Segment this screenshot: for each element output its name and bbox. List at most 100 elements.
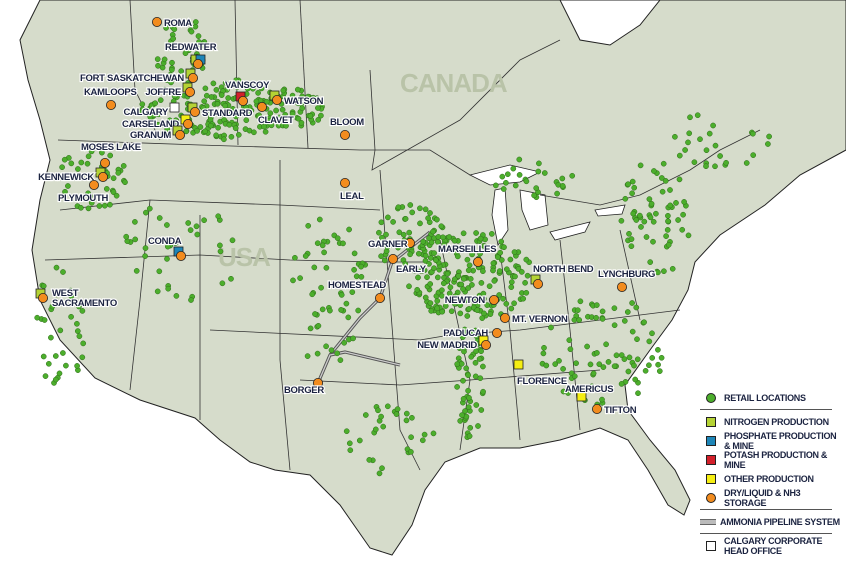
retail-location-dot <box>85 153 92 160</box>
facility-garner[interactable]: GARNER <box>367 238 415 251</box>
facility-label: MT. VERNON <box>512 314 568 325</box>
facility-homestead[interactable]: HOMESTEAD <box>327 279 388 303</box>
retail-location-dot <box>107 201 113 208</box>
legend-divider <box>700 409 832 410</box>
facility-tifton[interactable]: TIFTON <box>592 404 638 417</box>
retail-location-dot <box>459 334 466 340</box>
legend-label: RETAIL LOCATIONS <box>724 392 806 403</box>
facility-watson[interactable]: WATSON <box>269 90 325 108</box>
retail-location-dot <box>566 337 573 343</box>
retail-location-dot <box>491 278 498 284</box>
facility-americus[interactable]: AMERICUS <box>564 383 615 402</box>
storage-marker-icon <box>472 256 483 267</box>
facility-leal[interactable]: LEAL <box>339 177 366 203</box>
retail-location-dot <box>765 141 771 147</box>
facility-label: MOSES LAKE <box>81 142 141 153</box>
retail-location-dot <box>660 160 667 167</box>
retail-location-dot <box>646 338 653 345</box>
retail-location-dot <box>62 188 68 195</box>
facility-marseilles[interactable]: MARSEILLES <box>437 243 498 267</box>
facility-plymouth[interactable]: PLYMOUTH <box>57 179 110 205</box>
retail-location-dot <box>172 117 179 124</box>
retail-location-dot <box>478 407 485 413</box>
facility-mt-vernon[interactable]: MT. VERNON <box>499 313 569 326</box>
facility-bloom[interactable]: BLOOM <box>329 116 366 140</box>
facility-label: TIFTON <box>604 405 637 416</box>
retail-location-dot <box>554 190 560 197</box>
retail-location-dot <box>460 377 466 384</box>
retail-location-dot <box>479 315 486 321</box>
retail-location-dot <box>225 95 232 101</box>
facility-west-sacramento[interactable]: WEST SACRAMENTO <box>35 287 118 310</box>
retail-location-dot <box>143 209 149 216</box>
retail-location-dot <box>68 293 75 299</box>
retail-location-dot <box>687 114 693 121</box>
facility-roma[interactable]: ROMA <box>151 17 194 30</box>
retail-location-dot <box>409 414 415 421</box>
retail-location-dot <box>679 226 686 233</box>
facility-moses-lake[interactable]: MOSES LAKE <box>80 141 142 168</box>
retail-location-dot <box>283 122 289 129</box>
retail-location-dot <box>499 173 506 180</box>
retail-location-dot <box>477 250 483 257</box>
retail-location-dot <box>165 285 172 292</box>
retail-location-dot <box>508 284 515 290</box>
facility-paducah[interactable]: PADUCAH <box>442 327 502 340</box>
retail-location-dot <box>321 249 327 256</box>
storage-marker-icon <box>533 278 544 289</box>
facility-early[interactable]: EARLY <box>387 253 428 276</box>
retail-location-dot <box>648 200 655 207</box>
facility-label: CONDA <box>148 236 182 247</box>
facility-vanscoy[interactable]: VANSCOY <box>224 79 272 107</box>
retail-location-dot <box>593 314 599 321</box>
retail-location-dot <box>573 360 579 367</box>
facility-carseland[interactable]: CARSELAND <box>121 114 193 131</box>
facility-lynchburg[interactable]: LYNCHBURG <box>597 268 657 292</box>
facility-conda[interactable]: CONDA <box>147 235 186 261</box>
facility-new-madrid[interactable]: NEW MADRID <box>416 335 491 352</box>
retail-location-dot <box>394 406 401 412</box>
retail-location-dot <box>516 172 523 178</box>
retail-location-dot <box>503 300 510 307</box>
facility-borger[interactable]: BORGER <box>283 377 326 397</box>
facility-north-bend[interactable]: NORTH BEND <box>530 263 595 289</box>
retail-location-dot <box>353 273 360 280</box>
storage-marker-icon <box>182 119 193 130</box>
retail-location-dot <box>419 437 426 444</box>
retail-location-dot <box>76 333 83 340</box>
retail-location-dot <box>481 310 487 317</box>
facility-newton[interactable]: NEWTON <box>444 294 499 307</box>
facility-redwater[interactable]: REDWATER <box>164 41 218 70</box>
retail-location-dot <box>646 362 652 369</box>
retail-location-dot <box>504 171 511 178</box>
facility-kamloops[interactable]: KAMLOOPS <box>83 86 138 111</box>
retail-location-dot <box>378 219 385 226</box>
retail-location-dot <box>464 313 471 319</box>
retail-location-dot <box>164 126 171 133</box>
facility-standard[interactable]: STANDARD <box>187 102 254 120</box>
retail-location-dot <box>123 233 130 240</box>
facilities: ROMA REDWATER FORT SASKATCHEWAN JOFFRE KAMLO… <box>35 17 657 417</box>
retail-location-dot <box>662 178 669 184</box>
facility-fort-saskatchewan[interactable]: FORT SASKATCHEWAN <box>79 68 198 85</box>
retail-location-dot <box>133 268 140 274</box>
retail-location-dot <box>603 341 609 348</box>
facility-clavet[interactable]: CLAVET <box>257 102 295 127</box>
facility-granum[interactable]: GRANUM <box>129 125 185 142</box>
facility-kennewick[interactable]: KENNEWICK <box>37 167 109 184</box>
retail-location-dot <box>40 353 47 360</box>
retail-location-dot <box>406 283 412 290</box>
legend-item-head-office: CALGARY CORPORATE HEAD OFFICE <box>700 536 840 556</box>
facility-calgary[interactable]: CALGARY <box>122 102 180 119</box>
facility-florence[interactable]: FLORENCE <box>513 359 568 388</box>
retail-location-dot <box>228 275 234 282</box>
retail-location-dot <box>214 100 221 107</box>
retail-location-dot <box>415 250 422 257</box>
retail-location-dot <box>478 280 485 286</box>
retail-location-dot <box>503 266 510 273</box>
retail-location-dot <box>428 239 435 246</box>
facility-joffre[interactable]: JOFFRE <box>144 82 195 99</box>
retail-location-dot <box>559 183 566 189</box>
facility-label: WATSON <box>284 96 324 107</box>
retail-location-dot <box>56 370 63 377</box>
